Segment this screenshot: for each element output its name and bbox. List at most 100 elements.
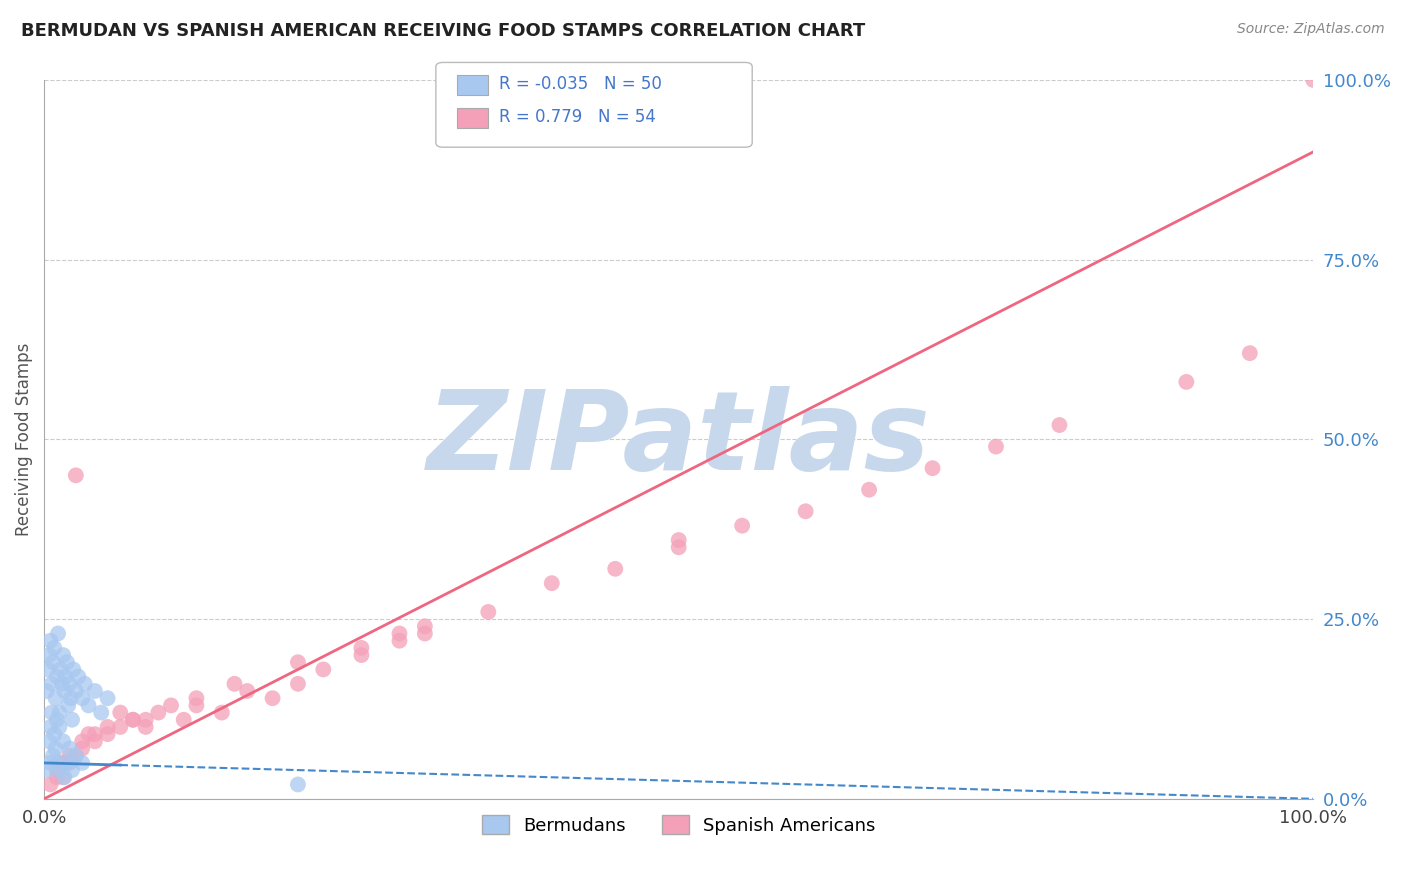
Point (52, 770, 75, 784)
Y-axis label: Receiving Food Stamps: Receiving Food Stamps (15, 343, 32, 536)
Point (42, 748, 65, 763)
Point (52, 648, 75, 662)
Point (122, 713, 145, 727)
Point (413, 626, 436, 640)
Point (1239, 346, 1261, 360)
Point (110, 706, 132, 720)
Text: ZIPatlas: ZIPatlas (427, 386, 931, 493)
Text: R = -0.035   N = 50: R = -0.035 N = 50 (499, 75, 662, 93)
Point (45, 770, 67, 784)
Point (477, 605, 499, 619)
Point (350, 640, 373, 655)
Point (287, 677, 309, 691)
Point (44, 691, 66, 706)
Point (83, 684, 105, 698)
Point (65, 748, 87, 763)
Point (90, 706, 112, 720)
Point (77, 698, 100, 713)
Point (60, 763, 83, 777)
Point (38, 734, 60, 748)
Point (58, 698, 80, 713)
Point (41, 706, 63, 720)
Point (37, 763, 59, 777)
Point (148, 706, 170, 720)
Point (135, 720, 157, 734)
Point (287, 777, 309, 791)
Point (605, 562, 627, 576)
Point (135, 713, 157, 727)
Point (83, 727, 105, 741)
Point (110, 720, 132, 734)
Point (39, 777, 62, 791)
Point (44, 741, 66, 756)
Point (794, 504, 817, 518)
Point (67, 670, 90, 684)
Text: R = 0.779   N = 54: R = 0.779 N = 54 (499, 108, 657, 126)
Point (37, 662, 59, 676)
Point (83, 734, 105, 748)
Point (731, 518, 754, 533)
Point (540, 576, 562, 591)
Point (58, 677, 80, 691)
Text: Source: ZipAtlas.com: Source: ZipAtlas.com (1237, 22, 1385, 37)
Point (236, 684, 259, 698)
Point (70, 756, 93, 770)
Point (77, 727, 100, 741)
Point (388, 633, 411, 648)
Point (48, 720, 70, 734)
Point (48, 706, 70, 720)
Point (42, 655, 65, 669)
Point (45, 670, 67, 684)
Point (59, 691, 82, 706)
Point (58, 741, 80, 756)
Point (56, 655, 79, 669)
Point (73, 677, 96, 691)
Point (62, 662, 84, 676)
Point (186, 698, 208, 713)
Point (52, 734, 75, 748)
Point (211, 706, 233, 720)
Point (44, 640, 66, 655)
Point (668, 540, 690, 554)
Point (70, 691, 93, 706)
Point (35, 684, 58, 698)
Point (262, 691, 284, 706)
Point (46, 756, 69, 770)
Point (58, 748, 80, 763)
Point (1302, 73, 1324, 87)
Point (44, 727, 66, 741)
Point (287, 655, 309, 669)
Point (45, 713, 67, 727)
Point (53, 770, 76, 784)
Point (97, 720, 120, 734)
Point (312, 662, 335, 676)
Point (668, 533, 690, 547)
Point (39, 720, 62, 734)
Point (46, 626, 69, 640)
Point (49, 662, 72, 676)
Point (70, 734, 93, 748)
Point (53, 684, 76, 698)
Point (1049, 417, 1071, 432)
Point (97, 691, 120, 706)
Point (58, 756, 80, 770)
Point (58, 756, 80, 770)
Point (39, 756, 62, 770)
Point (97, 727, 120, 741)
Point (224, 677, 246, 691)
Point (49, 763, 72, 777)
Point (52, 756, 75, 770)
Text: BERMUDAN VS SPANISH AMERICAN RECEIVING FOOD STAMPS CORRELATION CHART: BERMUDAN VS SPANISH AMERICAN RECEIVING F… (21, 22, 865, 40)
Point (186, 691, 208, 706)
Point (65, 684, 87, 698)
Point (65, 748, 87, 763)
Point (858, 483, 880, 497)
Point (60, 713, 83, 727)
Point (173, 713, 195, 727)
Point (921, 461, 943, 475)
Point (51, 677, 73, 691)
Point (160, 698, 183, 713)
Point (70, 741, 93, 756)
Point (388, 626, 411, 640)
Point (55, 670, 77, 684)
